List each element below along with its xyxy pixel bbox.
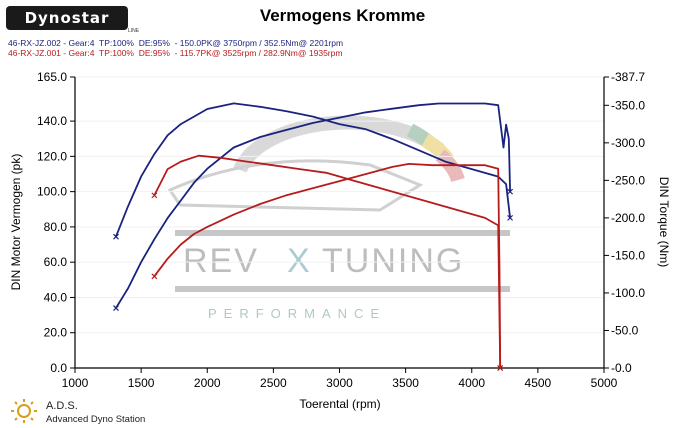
logo-text: Dynostar	[24, 9, 110, 27]
y2-tick-label: -100.0	[611, 286, 645, 300]
ads-sun-icon	[11, 399, 37, 423]
y2-tick-label: -0.0	[611, 361, 632, 375]
y2-tick-label: -150.0	[611, 248, 645, 262]
legend-run2: 46-RX-JZ.001 - Gear:4 TP:100% DE:95% - 1…	[8, 48, 343, 58]
run1-torque-line	[115, 102, 511, 237]
y-tick-label: 60.0	[44, 255, 68, 269]
x-tick-label: 4500	[525, 376, 552, 390]
axes: 1000 1500 2000 2500 3000 3500 4000 4500 5000 0.0 2…	[37, 70, 645, 390]
y-tick-label: 20.0	[44, 326, 68, 340]
x-tick-label: 1000	[62, 376, 89, 390]
chart-title: Vermogens Kromme	[259, 6, 426, 25]
run1-power-marker	[507, 188, 514, 195]
y2-tick-label: -300.0	[611, 136, 645, 150]
y-tick-label: 165.0	[37, 70, 67, 84]
x-tick-label: 1500	[128, 376, 155, 390]
y-tick-label: 40.0	[44, 290, 68, 304]
x-tick-label: 2000	[194, 376, 221, 390]
run1-power-marker	[113, 305, 119, 311]
y2-tick-label: -387.7	[611, 70, 645, 84]
x-tick-label: 5000	[591, 376, 618, 390]
run2-power-line	[153, 162, 502, 369]
dynostar-logo: Dynostar	[6, 6, 128, 30]
y-axis-label: DIN Motor Vermogen (pk)	[9, 154, 23, 291]
x-axis-label: Toerental (rpm)	[299, 397, 380, 411]
x-tick-label: 3500	[392, 376, 419, 390]
watermark-sub: PERFORMANCE	[208, 306, 386, 321]
run2-torque-marker	[497, 365, 504, 371]
y2-tick-label: -200.0	[611, 211, 645, 225]
y2-tick-label: -350.0	[611, 98, 645, 112]
y2-axis-label: DIN Torque (Nm)	[657, 177, 671, 267]
run2-torque-line	[153, 154, 502, 369]
watermark-rev: REV	[183, 242, 259, 280]
watermark-arc-red	[435, 149, 465, 183]
watermark-x: X	[287, 242, 310, 280]
run2-torque-marker	[151, 192, 158, 199]
footer-title: A.D.S.	[46, 400, 78, 412]
legend-run1: 46-RX-JZ.002 - Gear:4 TP:100% DE:95% - 1…	[8, 38, 344, 48]
logo-subtext: LINE	[128, 28, 140, 34]
run2-power-marker	[151, 273, 158, 280]
run1-torque-marker	[113, 233, 119, 240]
watermark: REV X TUNING PERFORMANCE	[167, 115, 510, 321]
series-layer	[113, 102, 514, 371]
y2-tick-label: -50.0	[611, 323, 639, 337]
watermark-car	[167, 159, 424, 212]
footer-subtitle: Advanced Dyno Station	[46, 414, 146, 425]
y-tick-label: 140.0	[37, 114, 67, 128]
x-tick-label: 2500	[260, 376, 287, 390]
x-tick-label: 4000	[458, 376, 485, 390]
y-tick-label: 80.0	[44, 220, 68, 234]
y2-tick-label: -250.0	[611, 173, 645, 187]
y-tick-label: 100.0	[37, 185, 67, 199]
y-tick-label: 0.0	[50, 361, 67, 375]
x-tick-label: 3000	[326, 376, 353, 390]
run1-torque-marker	[507, 214, 514, 221]
watermark-bar-bottom	[175, 286, 510, 292]
watermark-tuning: TUNING	[322, 242, 464, 280]
watermark-bar-top	[175, 230, 510, 236]
y-tick-label: 120.0	[37, 149, 67, 163]
